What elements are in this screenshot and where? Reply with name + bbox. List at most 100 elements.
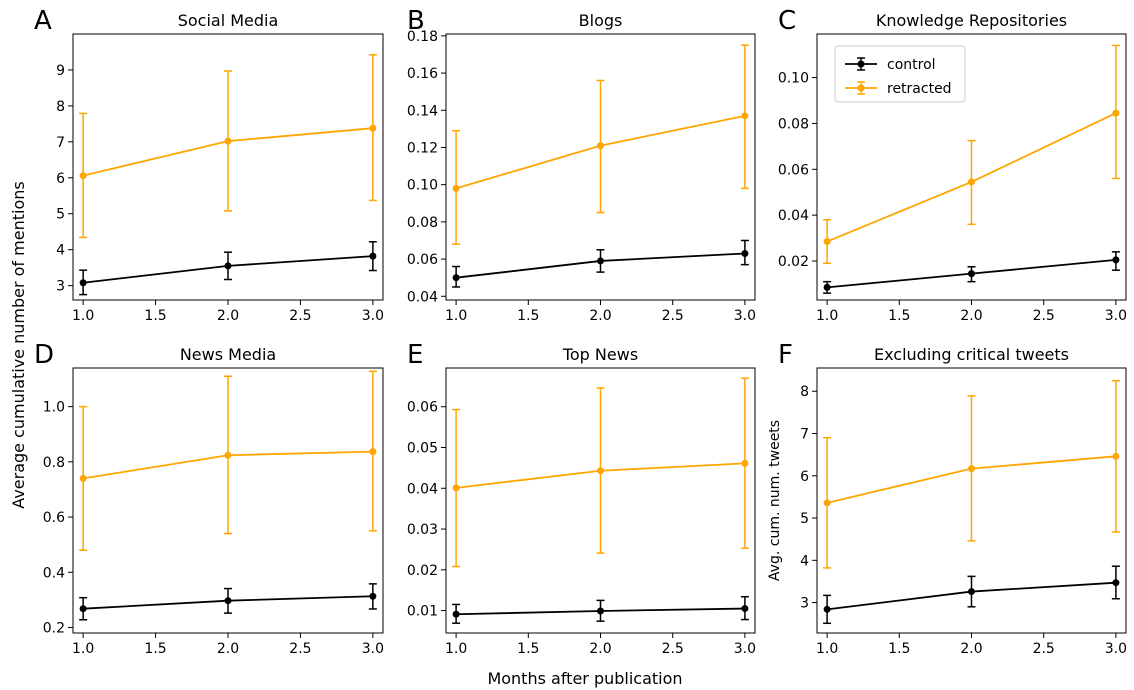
panel-c: 1.0 1.5 2.0 2.5 3.0 0.02 0.04 0.06 0.08 0.10 Knowl… [778,6,1127,324]
data-point [1112,579,1120,587]
series-control [79,583,377,621]
x-tick-label: 3.0 [1105,641,1127,657]
x-tick-label: 3.0 [734,308,756,324]
x-tick-label: 1.0 [816,641,838,657]
x-tick-label: 2.5 [289,308,311,324]
panel-e: 1.0 1.5 2.0 2.5 3.0 0.01 0.02 0.03 0.04 0.05 0.06 T… [407,340,756,657]
panel-letter: C [778,6,796,36]
series-retracted [823,44,1120,265]
panel-title: Top News [562,345,638,364]
y-tick-label: 1.0 [43,400,65,416]
data-point [224,262,232,270]
data-point [79,172,87,180]
panel-title: News Media [180,345,276,364]
series-control [823,565,1120,625]
data-point [741,249,749,257]
x-tick-label: 2.0 [960,308,982,324]
legend-label: control [887,57,936,73]
series-retracted [79,54,377,239]
y-tick-label: 0.14 [407,103,438,119]
panel-title: Knowledge Repositories [876,11,1067,30]
panel-y-axis-label: Avg. cum. num. tweets [767,420,783,581]
y-tick-label: 0.01 [407,604,438,620]
y-tick-label: 0.10 [407,178,438,194]
y-tick-label: 0.2 [43,620,65,636]
data-point [1112,452,1120,460]
data-point [369,592,377,600]
data-point [823,238,831,246]
data-point [369,252,377,260]
figure-y-axis-label: Average cumulative number of mentions [9,181,28,508]
x-tick-label: 1.5 [144,641,166,657]
data-point [968,178,975,186]
y-tick-label: 0.04 [778,208,809,224]
panel-letter: F [778,340,793,370]
y-tick-label: 0.04 [407,289,438,305]
data-point [452,610,460,618]
data-point [224,597,232,605]
x-tick-label: 1.5 [888,308,910,324]
y-tick-label: 0.04 [407,481,438,497]
data-point [968,270,975,278]
x-tick-label: 1.5 [517,641,539,657]
x-tick-label: 2.5 [1033,308,1055,324]
y-tick-label: 9 [56,63,65,79]
panel-b: 1.0 1.5 2.0 2.5 3.0 0.04 0.06 0.08 0.10 0.12 0.14 0… [407,6,756,324]
y-tick-label: 0.12 [407,140,438,156]
y-tick-label: 0.10 [778,71,809,87]
panel-f: 1.0 1.5 2.0 2.5 3.0 3 4 5 6 7 8 Excluding critical … [767,340,1127,657]
y-tick-label: 0.05 [407,441,438,457]
y-tick-label: 0.02 [407,563,438,579]
data-point [741,112,749,120]
panel-letter: A [34,6,52,36]
panel-letter: D [34,340,54,370]
y-tick-label: 4 [800,553,809,569]
figure-x-axis-label: Months after publication [487,669,682,688]
x-tick-label: 2.5 [662,308,684,324]
legend-marker [857,60,865,68]
x-tick-label: 1.0 [816,308,838,324]
y-tick-label: 7 [56,135,65,151]
data-point [968,465,975,473]
y-tick-label: 0.8 [43,455,65,471]
y-tick-label: 4 [56,243,65,259]
data-point [224,451,232,459]
y-tick-label: 3 [800,596,809,612]
x-tick-label: 2.0 [589,641,611,657]
y-tick-label: 0.6 [43,510,65,526]
y-tick-label: 5 [800,511,809,527]
x-tick-label: 1.5 [517,308,539,324]
x-tick-label: 1.0 [72,308,94,324]
legend: control retracted [834,45,966,103]
data-point [597,257,604,265]
data-point [597,142,604,150]
data-point [823,605,831,613]
y-tick-label: 0.18 [407,29,438,45]
y-tick-label: 0.16 [407,66,438,82]
x-tick-label: 2.0 [217,308,239,324]
y-tick-label: 8 [56,99,65,115]
panel-title: Blogs [579,11,623,30]
data-point [79,474,87,482]
panel-letter: B [407,6,425,36]
data-point [823,499,831,507]
data-point [79,279,87,287]
series-control [452,239,749,288]
data-point [369,448,377,456]
y-tick-label: 0.06 [778,162,809,178]
series-control [823,251,1120,294]
y-tick-label: 0.06 [407,252,438,268]
data-point [369,124,377,132]
series-retracted [823,379,1120,569]
x-tick-label: 3.0 [1105,308,1127,324]
data-point [1112,109,1120,117]
panel-letter: E [407,340,423,370]
y-tick-label: 0.08 [407,215,438,231]
x-tick-label: 2.5 [1033,641,1055,657]
y-tick-label: 0.4 [43,565,65,581]
series-retracted [79,370,377,551]
legend-marker [857,84,865,92]
x-tick-label: 3.0 [362,308,384,324]
y-tick-label: 0.06 [407,400,438,416]
